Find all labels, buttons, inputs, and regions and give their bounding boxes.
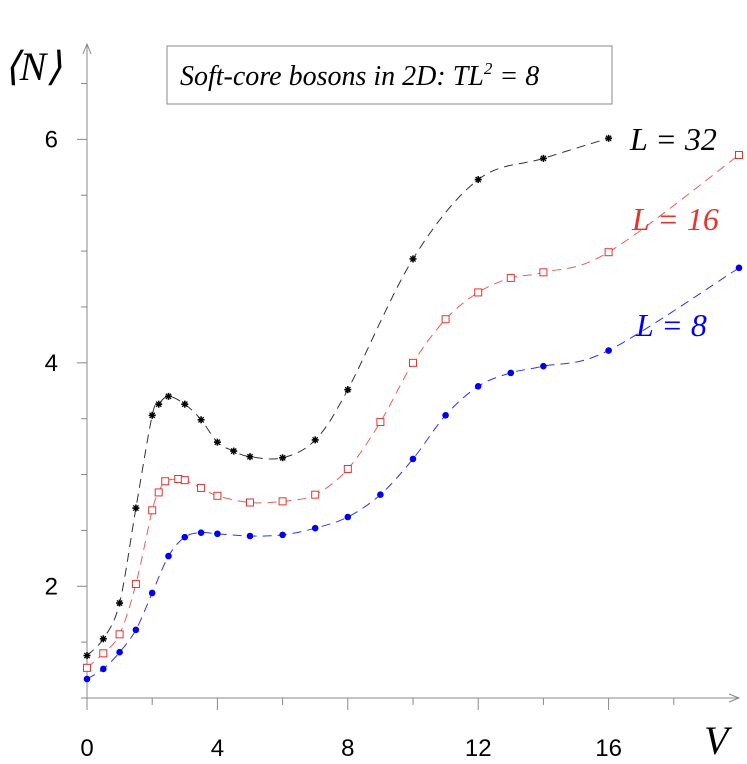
data-point: [148, 506, 157, 515]
data-point: [540, 362, 547, 370]
chart-title: Soft-core bosons in 2D: TL2 = 8: [180, 59, 539, 92]
data-point: [161, 477, 170, 486]
data-point: [279, 454, 287, 462]
y-axis-arrow: [82, 42, 92, 55]
data-point: [180, 476, 189, 485]
data-point: [409, 358, 417, 367]
data-point: [116, 648, 123, 656]
y-tick-label: 2: [45, 573, 58, 600]
data-point: [442, 412, 449, 419]
data-point: [230, 447, 238, 455]
data-point: [311, 436, 319, 444]
x-axis-arrow: [728, 693, 741, 703]
data-point: [278, 497, 287, 506]
data-point: [99, 635, 107, 643]
chart-title-main: Soft-core bosons in 2D: TL: [180, 61, 484, 92]
data-point: [409, 455, 417, 463]
data-point: [377, 491, 384, 498]
data-point: [131, 580, 140, 589]
data-point: [474, 288, 483, 297]
data-point: [246, 453, 254, 461]
data-point: [344, 386, 352, 394]
data-point: [213, 491, 222, 500]
data-point: [197, 529, 205, 536]
data-point: [100, 665, 107, 673]
axis-ticks: [77, 83, 675, 710]
x-tick-label: 16: [595, 735, 622, 762]
data-point: [197, 416, 205, 424]
axes: [77, 42, 741, 710]
y-tick-label: 6: [45, 126, 58, 153]
x-axis-label: V: [704, 718, 733, 763]
data-point: [311, 524, 319, 532]
data-point: [506, 273, 515, 282]
data-point: [132, 626, 140, 634]
data-point: [83, 663, 91, 672]
data-point: [246, 532, 254, 540]
y-axis-label: ⟨N⟩: [4, 44, 62, 89]
data-point: [474, 382, 482, 390]
data-point: [311, 490, 320, 499]
data-point: [246, 498, 254, 507]
data-point: [83, 675, 91, 683]
x-tick-label: 0: [80, 735, 93, 762]
series-curves: [86, 137, 740, 680]
x-tick-label: 8: [341, 735, 354, 762]
data-point: [165, 552, 172, 560]
data-point: [474, 176, 482, 184]
data-point: [154, 488, 163, 497]
data-point: [116, 599, 124, 607]
data-point: [155, 400, 163, 408]
data-point: [735, 151, 743, 160]
data-point: [132, 504, 140, 512]
chart-title-superscript: 2: [484, 59, 493, 78]
data-point: [605, 134, 613, 142]
chart-title-frame: [166, 45, 613, 105]
data-point: [148, 411, 156, 419]
series-label: L = 16: [631, 201, 719, 237]
data-point: [605, 347, 612, 354]
data-point: [181, 400, 189, 408]
x-tick-label: 4: [211, 735, 224, 762]
data-point: [604, 248, 613, 257]
data-point: [181, 533, 189, 541]
data-point: [409, 255, 417, 263]
data-point: [539, 268, 548, 277]
series-markers: [83, 134, 743, 683]
series-line: [86, 137, 609, 656]
data-point: [148, 589, 156, 597]
data-point: [279, 531, 286, 539]
data-point: [99, 649, 108, 658]
data-point: [735, 264, 743, 272]
data-point: [343, 464, 352, 473]
data-point: [441, 315, 450, 324]
series-label: L = 8: [635, 307, 707, 343]
series-labels: L = 32 L = 16 L = 8: [629, 121, 719, 343]
series-line: [86, 154, 740, 669]
x-tick-label: 12: [465, 735, 492, 762]
data-point: [214, 530, 221, 538]
data-point: [213, 438, 221, 446]
chart-title-end: = 8: [492, 61, 539, 92]
chart-title-box: Soft-core bosons in 2D: TL2 = 8: [166, 45, 613, 105]
data-point: [174, 475, 183, 484]
data-point: [539, 154, 547, 162]
data-point: [376, 418, 385, 427]
data-point: [165, 392, 172, 400]
data-point: [507, 369, 515, 377]
tick-labels: 0 4 8 12 16 2 4 6: [45, 126, 622, 762]
y-tick-label: 4: [45, 350, 58, 377]
data-point: [83, 652, 91, 660]
data-point: [115, 630, 124, 639]
data-point: [197, 483, 206, 492]
series-label: L = 32: [629, 121, 717, 157]
data-point: [344, 513, 352, 521]
